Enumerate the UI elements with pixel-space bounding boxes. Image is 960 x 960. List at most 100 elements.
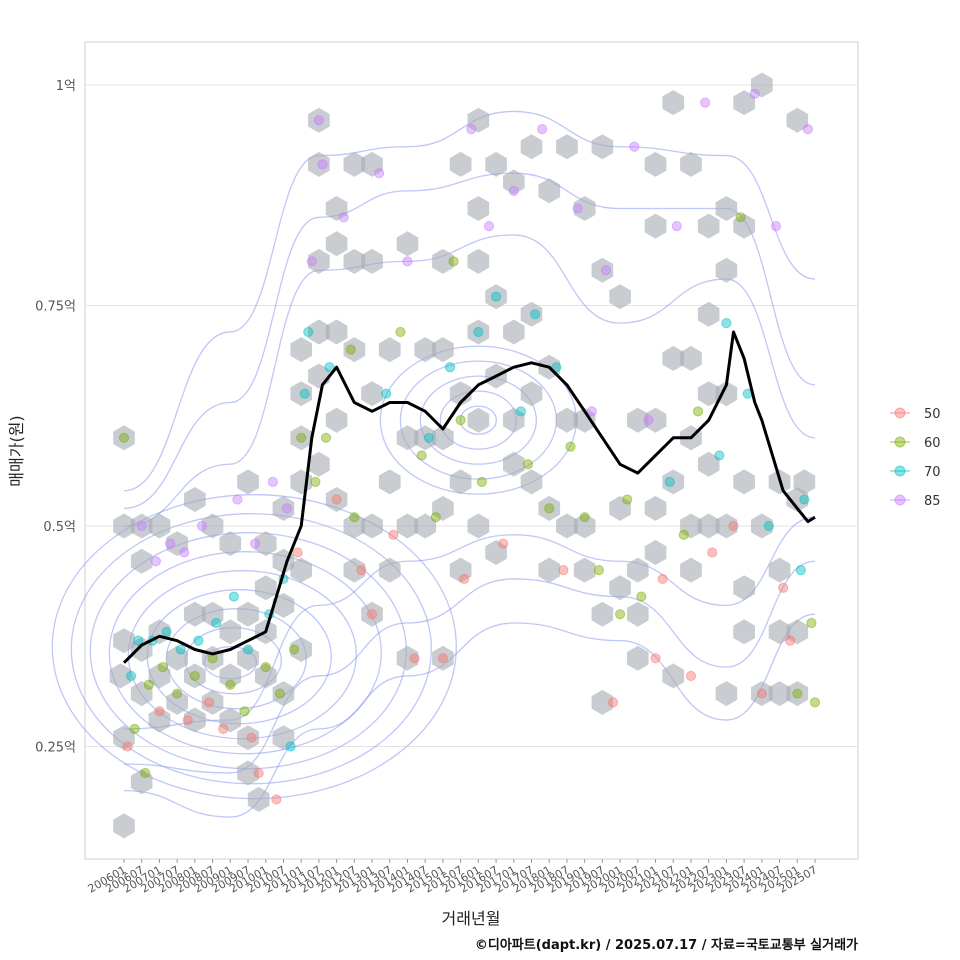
hexbin-cell — [662, 345, 685, 371]
hexbin-cell — [396, 513, 419, 539]
density-contour — [108, 551, 382, 755]
hexbin-cell — [308, 319, 330, 345]
hexbin-cell — [290, 637, 312, 662]
data-point — [643, 415, 654, 426]
hexbin-cell — [343, 557, 366, 583]
hexbin-cell — [697, 513, 720, 539]
hexbin-cell — [697, 381, 720, 407]
hexbin-cell — [573, 196, 596, 221]
data-point — [196, 520, 208, 532]
data-point — [586, 406, 597, 417]
data-point — [671, 221, 682, 232]
hexbin-cell — [290, 425, 312, 451]
legend-key-dot — [894, 494, 906, 506]
data-point — [735, 212, 746, 223]
hexbin-cell — [237, 601, 259, 627]
data-point — [459, 573, 470, 585]
data-point — [650, 653, 661, 664]
hexbin-cell — [219, 707, 242, 733]
hexbin-cell — [254, 531, 277, 557]
hexbin-cell — [662, 663, 685, 689]
hexbin-cell — [130, 548, 153, 574]
data-point — [338, 212, 349, 223]
data-point — [189, 670, 200, 682]
data-point — [537, 124, 548, 135]
hexbin-cell — [556, 407, 578, 433]
hexbin-cell — [786, 619, 809, 645]
hexbin-cell — [768, 681, 791, 707]
data-point — [809, 697, 821, 708]
data-point — [150, 556, 161, 567]
data-point — [707, 547, 718, 558]
legend-key-dot — [894, 407, 906, 419]
data-point — [455, 415, 466, 426]
hexbin-cell — [591, 601, 614, 627]
hexbin-cell — [573, 407, 596, 433]
hexbin-cell — [591, 257, 614, 283]
data-point — [700, 97, 711, 108]
data-point — [125, 670, 137, 682]
hexbin-cell — [662, 90, 685, 116]
moving-average-line — [122, 330, 816, 664]
hexbin-cell — [414, 425, 436, 451]
hexbin-cell — [308, 107, 330, 133]
data-point — [296, 432, 307, 443]
data-point — [260, 662, 271, 673]
hexbin-cell — [768, 619, 791, 645]
data-point — [515, 406, 526, 417]
hexbin-cell — [130, 513, 153, 539]
data-point — [792, 688, 803, 699]
data-point — [299, 388, 310, 399]
hexbin-cell — [609, 284, 631, 310]
data-point — [154, 706, 165, 717]
hexbin-cell — [520, 301, 543, 327]
hexbin-cell — [467, 513, 490, 539]
data-point — [313, 115, 324, 126]
source-caption: ©디아파트(dapt.kr) / 2025.07.17 / 자료=국토교통부 실… — [474, 938, 858, 953]
data-point — [395, 326, 406, 338]
data-point — [331, 494, 342, 505]
legend-key-dot — [894, 465, 906, 477]
data-point — [799, 494, 810, 505]
hexbin-cell — [219, 663, 242, 689]
hexbin-cell — [715, 513, 738, 539]
hexbin-cell — [503, 407, 525, 433]
hexbin-cell — [184, 601, 206, 627]
data-point — [232, 494, 243, 505]
points-layer — [118, 88, 821, 805]
hexbin-cell — [467, 248, 490, 274]
hexbin-cell — [573, 513, 596, 539]
hexbin-cell — [148, 513, 171, 539]
hexbin-cell — [538, 557, 561, 583]
data-point — [483, 221, 495, 232]
data-point — [508, 185, 519, 196]
data-point — [324, 362, 335, 373]
data-point — [143, 679, 154, 690]
hexbin-cell — [378, 469, 401, 495]
hexbin-cell — [467, 107, 490, 133]
hexbin-cell — [768, 557, 791, 583]
hexbin-cell — [715, 681, 738, 707]
hexbin-cell — [201, 601, 224, 627]
data-point — [133, 635, 144, 646]
hexbin-cell — [467, 407, 490, 433]
data-point — [225, 679, 236, 690]
data-point — [320, 432, 332, 443]
hexbin-cell — [680, 345, 702, 371]
hexbin-cell — [520, 469, 543, 495]
hexbin-cell — [644, 407, 667, 433]
data-point — [615, 609, 626, 620]
hexbin-cell — [113, 513, 135, 539]
hexbin-cell — [609, 495, 631, 521]
legend: 50 60 70 85 — [890, 407, 941, 509]
data-point — [366, 609, 378, 620]
hexbin-cell — [148, 707, 171, 733]
hexbin-cell — [627, 407, 649, 433]
hexbin-cell — [644, 151, 667, 177]
hexbin-cell — [556, 134, 578, 160]
data-point — [749, 88, 760, 99]
hexbin-cell — [130, 681, 153, 707]
data-point — [310, 476, 321, 487]
hexbin-cell — [166, 531, 188, 557]
data-point — [182, 714, 193, 726]
